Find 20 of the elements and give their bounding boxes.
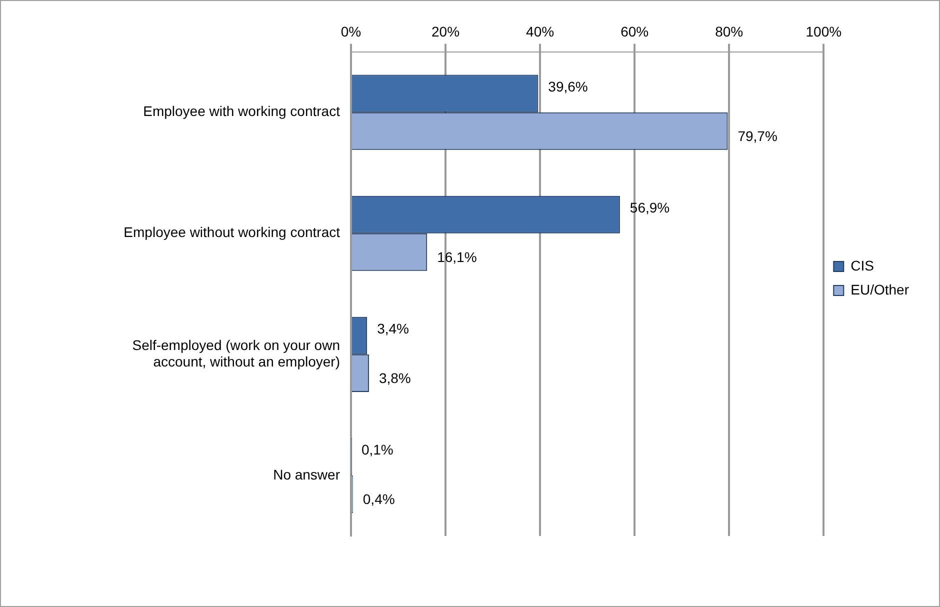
x-tick-label: 0% xyxy=(340,23,362,40)
data-label: 56,9% xyxy=(630,199,670,216)
y-tick-label: Employee without working contract xyxy=(124,224,340,240)
x-tick-label: 40% xyxy=(526,23,554,40)
data-label: 3,8% xyxy=(378,370,411,386)
y-tick-label: No answer xyxy=(273,466,340,482)
legend-label: EU/Other xyxy=(850,281,910,298)
x-tick-label: 80% xyxy=(715,23,744,40)
legend-label: CIS xyxy=(850,257,874,274)
data-label: 39,6% xyxy=(548,78,588,94)
x-tick-label: 100% xyxy=(806,23,842,40)
data-label: 0,1% xyxy=(361,442,394,458)
y-tick-label: Employee with working contract xyxy=(143,103,340,120)
x-tick-label: 20% xyxy=(432,23,460,40)
data-label: 3,4% xyxy=(377,320,409,337)
y-tick-label: Self-employed (work on your own account, without an employer) xyxy=(132,336,340,370)
x-tick-label: 60% xyxy=(620,23,649,40)
data-label: 0,4% xyxy=(362,491,395,508)
data-label: 79,7% xyxy=(738,128,778,144)
data-label: 16,1% xyxy=(437,248,477,265)
